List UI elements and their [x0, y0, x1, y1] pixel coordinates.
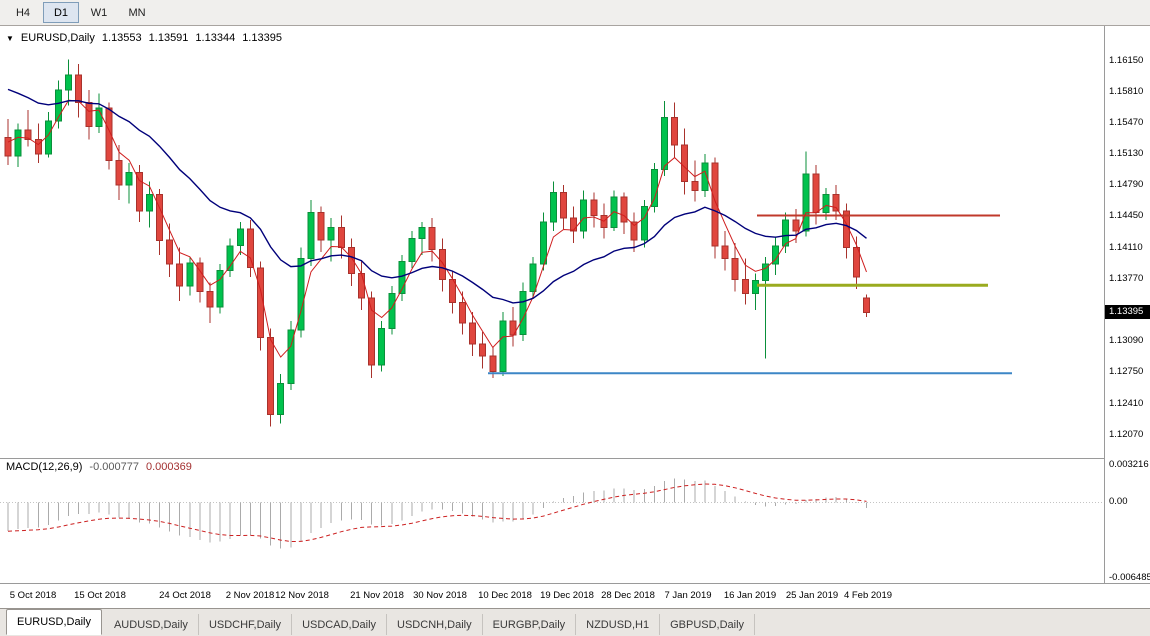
price-label: 1.12750 [1109, 366, 1144, 377]
date-label: 15 Oct 2018 [74, 590, 126, 601]
price-label: 1.15810 [1109, 86, 1144, 97]
date-label: 2 Nov 2018 [225, 590, 275, 601]
price-label: 1.14790 [1109, 179, 1144, 190]
symbol-tab-eurgbp-daily[interactable]: EURGBP,Daily [483, 614, 577, 635]
candles [4, 59, 870, 427]
current-price-badge: 1.13395 [1105, 305, 1150, 319]
price-axis: 1.13395 1.16150 1.15810 1.15470 1.15130 1.14… [1104, 26, 1150, 583]
date-label: 28 Dec 2018 [601, 590, 655, 601]
date-axis: 5 Oct 2018 15 Oct 2018 24 Oct 2018 2 Nov 20… [0, 583, 1150, 608]
price-label: 1.14110 [1109, 242, 1143, 253]
date-label: 30 Nov 2018 [413, 590, 467, 601]
date-label: 21 Nov 2018 [350, 590, 404, 601]
macd-canvas[interactable] [0, 459, 1104, 583]
date-label: 10 Dec 2018 [478, 590, 532, 601]
symbol-tab-nzdusd-h1[interactable]: NZDUSD,H1 [576, 614, 661, 635]
price-label: 1.12410 [1109, 398, 1144, 409]
chart-expand-icon[interactable]: ▼ [6, 33, 14, 43]
macd-scale-label: 0.00 [1109, 496, 1128, 507]
macd-indicator-panel [0, 458, 1104, 583]
trend-lines[interactable] [488, 214, 1012, 375]
timeframe-button-w1[interactable]: W1 [90, 6, 108, 19]
symbol-tab-usdchf-daily[interactable]: USDCHF,Daily [199, 614, 293, 635]
price-chart-canvas[interactable] [0, 26, 1104, 458]
date-label: 5 Oct 2018 [9, 590, 57, 601]
symbol-tab-eurusd-daily[interactable]: EURUSD,Daily [6, 609, 102, 635]
price-label: 1.15130 [1109, 148, 1144, 159]
price-label: 1.14450 [1109, 210, 1144, 221]
date-label: 12 Nov 2018 [275, 590, 329, 601]
date-label: 24 Oct 2018 [159, 590, 211, 601]
symbol-tab-usdcnh-daily[interactable]: USDCNH,Daily [387, 614, 483, 635]
date-label: 4 Feb 2019 [843, 590, 893, 601]
moving-averages [7, 88, 867, 358]
chart-tabs-bar: EURUSD,Daily AUDUSD,Daily USDCHF,Daily USDC… [0, 608, 1150, 636]
price-label: 1.13090 [1109, 335, 1144, 346]
price-label: 1.16150 [1109, 55, 1144, 66]
symbol-tab-usdcad-daily[interactable]: USDCAD,Daily [292, 614, 388, 635]
timeframe-toolbar: H4 D1 W1 MN [0, 0, 1150, 26]
date-label: 19 Dec 2018 [540, 590, 594, 601]
date-label: 16 Jan 2019 [723, 590, 777, 601]
price-label: 1.13770 [1109, 273, 1144, 284]
date-label: 25 Jan 2019 [785, 590, 839, 601]
macd-scale-label: 0.003216 [1109, 459, 1149, 470]
macd-scale-label: -0.006485 [1109, 572, 1150, 583]
price-label: 1.12070 [1109, 429, 1144, 440]
symbol-tab-audusd-daily[interactable]: AUDUSD,Daily [104, 614, 199, 635]
timeframe-button-d1[interactable]: D1 [43, 2, 79, 23]
date-label: 7 Jan 2019 [664, 590, 712, 601]
macd-histogram [0, 478, 1104, 549]
price-label: 1.15470 [1109, 117, 1144, 128]
timeframe-button-h4[interactable]: H4 [15, 6, 31, 19]
timeframe-button-mn[interactable]: MN [128, 6, 146, 19]
symbol-tab-gbpusd-daily[interactable]: GBPUSD,Daily [660, 614, 756, 635]
